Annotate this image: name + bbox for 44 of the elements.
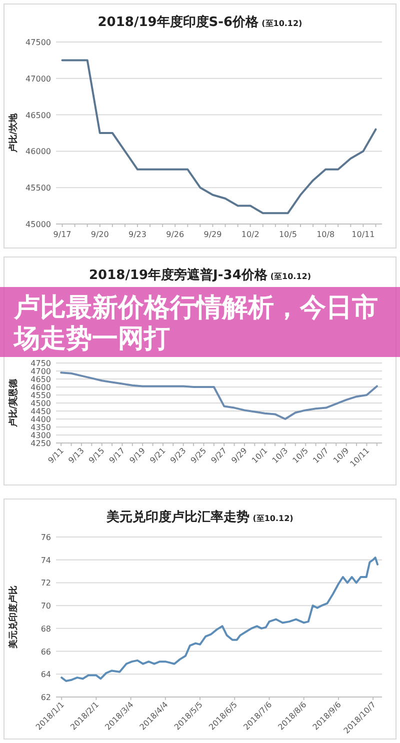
y-axis-title: 卢比/莫恩德 xyxy=(8,378,19,428)
y-tick-label: 45500 xyxy=(26,184,51,193)
text: 卢比最新价格行情解析，今日市场走势一网打 xyxy=(12,293,378,354)
y-tick-label: 46000 xyxy=(26,147,51,156)
y-tick-label: 72 xyxy=(40,578,51,588)
y-tick-label: 4550 xyxy=(30,391,51,400)
chart-subtitle: (至10.12) xyxy=(252,514,294,523)
y-tick-label: 4450 xyxy=(30,407,51,416)
y-tick-label: 4700 xyxy=(30,367,51,376)
y-tick-label: 4300 xyxy=(30,431,51,440)
x-tick-label: 9/23 xyxy=(128,230,146,239)
x-tick-label: 10/8 xyxy=(316,230,335,239)
x-tick-label: 9/29 xyxy=(204,230,222,239)
chart-title: 2018/19年度旁遮普J-34价格 xyxy=(89,267,268,283)
y-axis-title: 卢比/坎地 xyxy=(8,112,19,154)
y-axis-title: 美元兑印度卢比 xyxy=(8,586,19,650)
x-tick-label: 9/17 xyxy=(53,230,72,239)
x-tick-label: 10/11 xyxy=(352,230,375,239)
y-tick-label: 4350 xyxy=(30,423,51,432)
y-tick-label: 68 xyxy=(40,624,51,634)
x-tick-label: 10/2 xyxy=(241,230,260,239)
y-tick-label: 45000 xyxy=(26,220,51,229)
y-tick-label: 46500 xyxy=(26,110,51,120)
y-tick-label: 70 xyxy=(40,602,51,611)
y-tick-label: 64 xyxy=(40,670,51,680)
x-tick-label: 10/5 xyxy=(278,230,297,239)
y-tick-label: 76 xyxy=(40,533,51,542)
chart-title: 2018/19年度印度S-6价格 xyxy=(98,14,260,30)
y-tick-label: 62 xyxy=(40,693,51,702)
y-tick-label: 66 xyxy=(40,647,51,656)
chart-subtitle: (至10.12) xyxy=(270,272,311,281)
y-tick-label: 74 xyxy=(40,556,51,565)
chart-title: 美元兑印度卢比汇率走势 xyxy=(106,509,250,525)
y-tick-label: 4650 xyxy=(30,375,51,384)
y-tick-label: 47500 xyxy=(26,38,51,47)
chart-subtitle: (至10.12) xyxy=(262,19,302,28)
y-tick-label: 4250 xyxy=(30,439,51,448)
y-tick-label: 4600 xyxy=(30,383,51,392)
y-tick-label: 4500 xyxy=(30,399,51,408)
y-tick-label: 47000 xyxy=(26,74,51,84)
x-tick-label: 9/20 xyxy=(90,230,109,239)
y-tick-label: 4750 xyxy=(30,359,51,368)
x-tick-label: 9/26 xyxy=(166,230,184,239)
y-tick-label: 4400 xyxy=(30,415,51,424)
